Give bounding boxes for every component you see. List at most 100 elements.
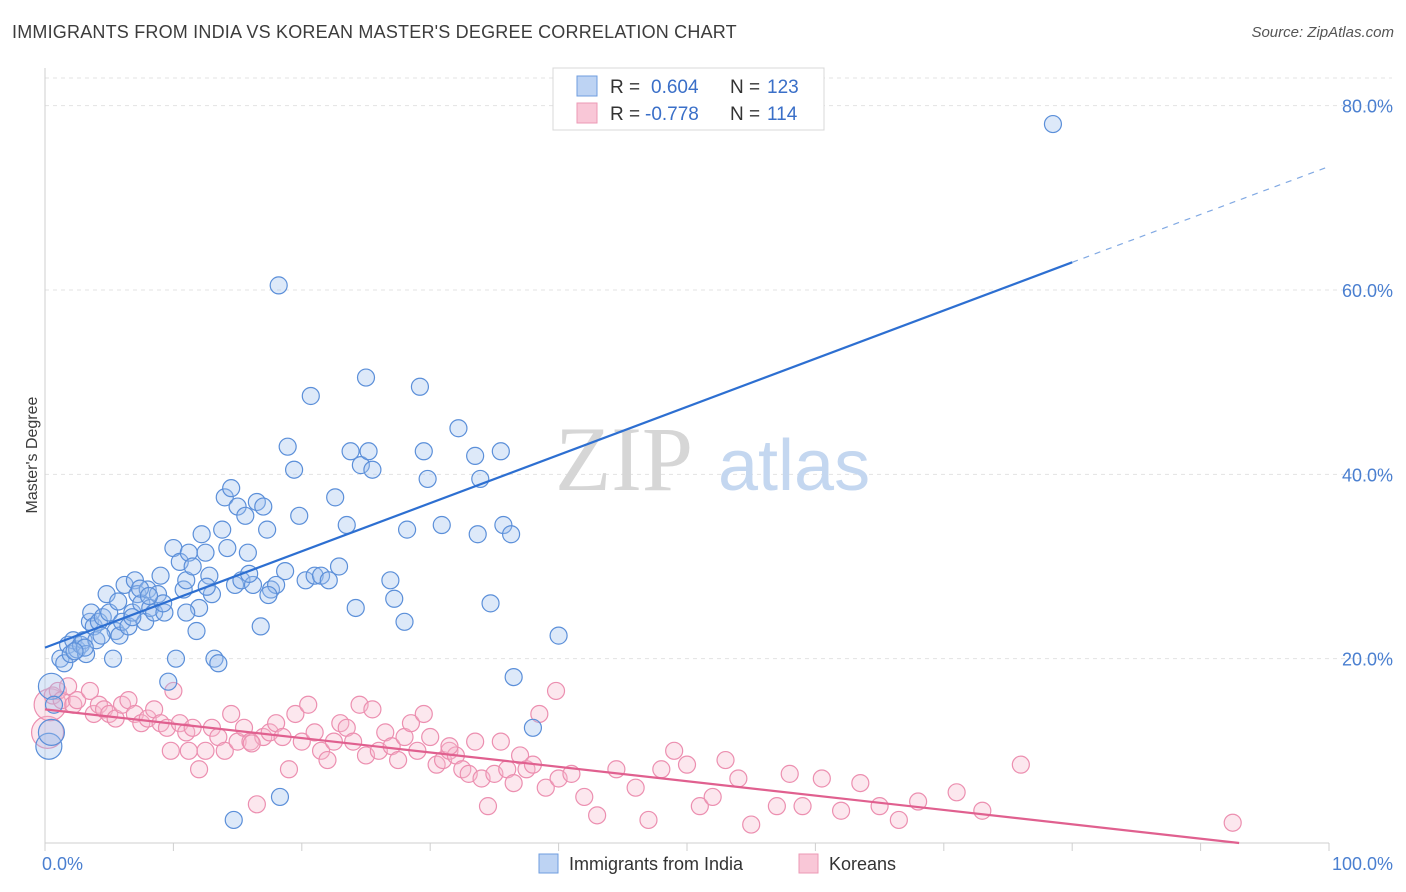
koreans-point: [331, 714, 350, 733]
india-point: [200, 566, 219, 585]
koreans-point: [889, 810, 908, 830]
koreans-point: [389, 750, 408, 770]
india-point: [236, 506, 255, 525]
trend-lines: [44, 165, 1330, 845]
india-point: [215, 488, 234, 507]
india-point: [115, 575, 134, 595]
india-point: [224, 810, 243, 830]
koreans-point: [716, 750, 735, 770]
india-point: [278, 437, 297, 456]
india-point: [481, 594, 500, 613]
legend-n-label-koreans: N =: [730, 104, 760, 125]
india-point: [209, 654, 228, 673]
koreans-point: [703, 787, 722, 807]
koreans-point: [286, 704, 305, 724]
india-point: [254, 497, 273, 516]
koreans-point: [536, 778, 555, 797]
india-point: [119, 617, 138, 636]
y-tick-label: 40.0%: [1342, 465, 1393, 485]
koreans-point: [427, 755, 446, 774]
koreans-point: [546, 681, 566, 701]
koreans-point: [812, 769, 831, 788]
india-point: [247, 492, 266, 512]
legend-r-label-india: R =: [610, 77, 640, 98]
india-point: [35, 732, 63, 760]
source-label: Source: ZipAtlas.com: [1251, 24, 1394, 41]
koreans-point: [870, 797, 889, 816]
india-point: [341, 442, 360, 461]
india-point: [187, 621, 206, 641]
india-point: [410, 377, 430, 396]
india-point: [238, 543, 257, 562]
chart-title: IMMIGRANTS FROM INDIA VS KOREAN MASTER'S…: [12, 22, 737, 42]
india-point: [466, 446, 485, 465]
watermark-atlas: atlas: [718, 426, 870, 506]
india-points: [35, 114, 1063, 830]
india-point: [251, 617, 270, 636]
koreans-point: [344, 732, 363, 751]
india-point: [213, 520, 232, 539]
y-axis-label: Master's Degree: [24, 396, 41, 513]
india-point: [301, 386, 320, 406]
koreans-point: [973, 801, 992, 820]
koreans-point: [478, 797, 498, 816]
koreans-point: [665, 741, 684, 760]
india-point: [159, 672, 178, 691]
india-point: [385, 589, 404, 608]
koreans-point: [363, 700, 382, 719]
y-tick-label: 80.0%: [1342, 97, 1393, 117]
koreans-point: [588, 806, 607, 825]
india-point: [326, 488, 345, 507]
koreans-point: [453, 760, 472, 779]
india-point: [356, 368, 376, 387]
koreans-point: [179, 741, 198, 760]
india-point: [414, 442, 433, 461]
india-point: [109, 592, 128, 611]
india-point: [337, 515, 356, 535]
koreans-point: [466, 732, 485, 751]
india-point: [432, 515, 451, 535]
india-point: [395, 612, 414, 631]
india-point: [76, 644, 96, 664]
bottom-legend-swatch-koreans: [798, 853, 819, 874]
india-point: [65, 642, 84, 661]
legend-r-label-koreans: R =: [610, 104, 640, 125]
india-point: [504, 667, 523, 687]
india-point: [290, 506, 309, 525]
koreans-point: [414, 704, 433, 724]
bottom-legend-label-india: Immigrants from India: [569, 854, 744, 874]
india-point: [363, 460, 382, 479]
koreans-point: [222, 704, 241, 724]
india-point: [549, 626, 568, 645]
india-point: [397, 520, 417, 539]
india-point: [305, 566, 324, 585]
india-point: [183, 557, 202, 576]
koreans-point: [311, 741, 331, 760]
koreans-point: [100, 704, 119, 724]
koreans-point: [247, 795, 266, 814]
koreans-point: [48, 681, 67, 701]
legend-n-value-koreans: 114: [767, 104, 798, 125]
koreans-point: [196, 741, 215, 760]
koreans-point: [1223, 813, 1242, 832]
india-point: [329, 557, 349, 576]
india-point: [359, 442, 378, 461]
legend-r-value-koreans: -0.778: [645, 104, 699, 125]
india-point: [166, 649, 186, 668]
india-point: [523, 718, 543, 737]
india-point: [228, 497, 247, 516]
bottom-legend: Immigrants from India Koreans: [538, 853, 896, 874]
india-point: [37, 718, 66, 746]
koreans-point: [318, 750, 337, 770]
koreans-point: [440, 737, 459, 756]
india-point: [276, 562, 295, 581]
legend-n-label-india: N =: [730, 77, 760, 98]
koreans-point: [517, 760, 536, 779]
koreans-point: [729, 769, 748, 788]
koreans-point: [947, 783, 966, 802]
koreans-point: [626, 778, 645, 797]
x-tick-label-max: 100.0%: [1332, 854, 1393, 874]
watermark: ZIP atlas: [555, 408, 870, 510]
koreans-point: [690, 797, 709, 816]
legend-swatch-koreans: [576, 102, 598, 124]
